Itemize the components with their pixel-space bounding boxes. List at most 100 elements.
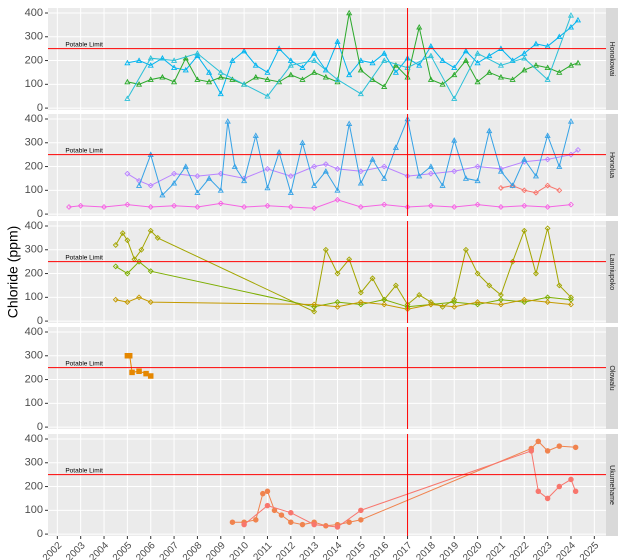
series-line bbox=[138, 117, 572, 197]
data-point bbox=[311, 50, 318, 56]
data-point bbox=[252, 132, 259, 138]
data-point bbox=[126, 353, 133, 359]
data-point bbox=[509, 76, 516, 82]
data-point bbox=[194, 173, 201, 179]
data-point bbox=[136, 258, 142, 265]
data-point bbox=[241, 204, 248, 210]
data-point bbox=[171, 179, 178, 186]
x-tick-label: 2023 bbox=[531, 540, 555, 560]
data-point bbox=[427, 170, 434, 177]
data-point bbox=[260, 490, 266, 497]
data-point bbox=[392, 62, 399, 68]
data-point bbox=[381, 50, 388, 56]
data-point bbox=[556, 282, 563, 289]
data-point bbox=[278, 512, 285, 518]
strip bbox=[606, 327, 618, 429]
data-point bbox=[224, 118, 231, 124]
data-point bbox=[229, 57, 236, 63]
data-point bbox=[322, 168, 329, 174]
data-point bbox=[119, 230, 126, 237]
data-point bbox=[334, 165, 341, 172]
data-point bbox=[568, 476, 574, 483]
y-tick-label: 0 bbox=[37, 528, 43, 540]
data-point bbox=[486, 127, 493, 134]
data-point bbox=[147, 373, 154, 379]
series-line bbox=[68, 199, 572, 209]
data-point bbox=[241, 81, 248, 87]
data-point bbox=[311, 182, 318, 188]
y-tick-label: 400 bbox=[25, 220, 43, 232]
data-point bbox=[544, 299, 551, 306]
data-point bbox=[521, 296, 528, 303]
data-point bbox=[334, 524, 341, 530]
x-tick-label: 2024 bbox=[554, 540, 578, 560]
data-point bbox=[112, 242, 119, 248]
data-point bbox=[129, 369, 135, 376]
data-point bbox=[311, 69, 318, 75]
data-point bbox=[498, 204, 504, 210]
data-point bbox=[462, 57, 469, 63]
panel bbox=[48, 434, 606, 536]
data-point bbox=[451, 168, 458, 175]
data-point bbox=[544, 64, 551, 70]
series-line bbox=[115, 228, 572, 313]
x-tick-label: 2002 bbox=[41, 540, 65, 560]
data-point bbox=[462, 246, 469, 253]
data-point bbox=[159, 73, 166, 80]
data-point bbox=[532, 62, 540, 68]
potable-limit-label: Potable Limit bbox=[65, 41, 103, 48]
data-point bbox=[474, 163, 481, 170]
potable-limit-label: Potable Limit bbox=[65, 360, 103, 367]
data-point bbox=[135, 81, 143, 87]
data-point bbox=[572, 488, 579, 495]
data-point bbox=[544, 225, 551, 232]
data-point bbox=[311, 57, 318, 63]
x-tick-label: 2008 bbox=[181, 540, 205, 560]
x-tick-label: 2019 bbox=[438, 540, 462, 560]
data-point bbox=[311, 521, 317, 528]
data-point bbox=[206, 78, 213, 85]
strip bbox=[606, 8, 618, 110]
data-point bbox=[462, 47, 469, 54]
y-tick-label: 100 bbox=[25, 504, 43, 516]
data-point bbox=[544, 132, 551, 138]
data-point bbox=[486, 52, 493, 59]
data-point bbox=[474, 59, 481, 66]
data-point bbox=[497, 62, 505, 68]
data-point bbox=[334, 270, 341, 277]
data-point bbox=[124, 59, 131, 66]
data-point bbox=[498, 185, 504, 191]
data-point bbox=[147, 54, 154, 61]
y-tick-label: 300 bbox=[25, 350, 43, 362]
data-point bbox=[533, 189, 539, 196]
data-point bbox=[147, 299, 154, 306]
data-point bbox=[568, 151, 574, 158]
data-point bbox=[498, 301, 504, 308]
data-point bbox=[572, 444, 579, 451]
data-point bbox=[159, 54, 166, 61]
data-point bbox=[381, 163, 388, 170]
x-tick-label: 2009 bbox=[204, 540, 228, 560]
data-point bbox=[535, 488, 542, 495]
x-tick-label: 2012 bbox=[274, 540, 298, 560]
data-point bbox=[544, 43, 551, 49]
data-point bbox=[556, 163, 563, 169]
data-point bbox=[136, 368, 142, 374]
data-point bbox=[264, 184, 271, 191]
data-point bbox=[322, 161, 329, 168]
data-point bbox=[556, 33, 563, 40]
data-point bbox=[112, 263, 119, 270]
data-point bbox=[194, 50, 201, 56]
series-line bbox=[126, 15, 572, 100]
data-point bbox=[217, 90, 224, 97]
x-tick-label: 2005 bbox=[111, 540, 135, 560]
data-point bbox=[528, 448, 535, 454]
data-point bbox=[288, 509, 294, 516]
data-point bbox=[439, 182, 446, 188]
data-point bbox=[231, 163, 238, 169]
data-point bbox=[182, 163, 189, 169]
data-point bbox=[206, 69, 213, 75]
data-point bbox=[135, 57, 143, 63]
data-point bbox=[124, 237, 131, 244]
data-point bbox=[264, 92, 271, 99]
